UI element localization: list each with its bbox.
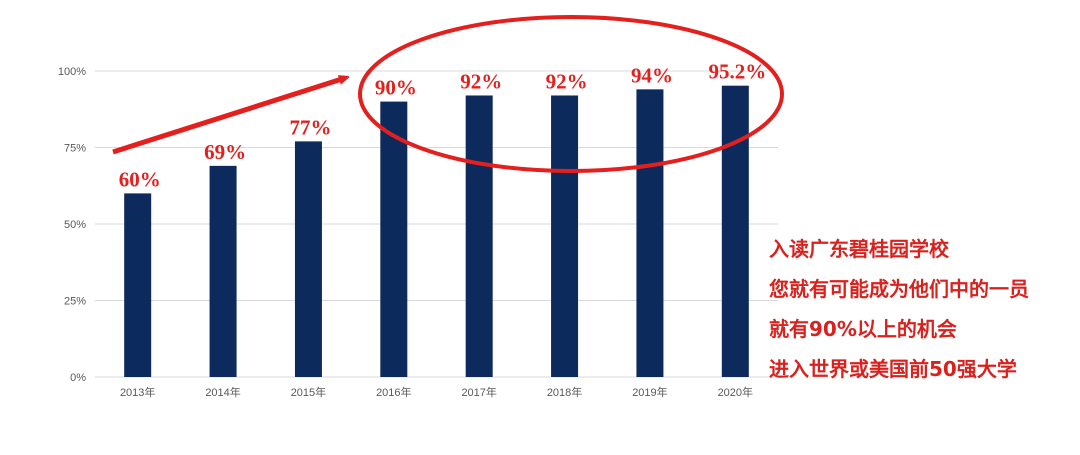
bar [124,193,152,377]
value-label: 94% [631,63,673,87]
value-label: 92% [546,69,588,93]
x-tick-label: 2019年 [632,385,667,399]
x-tick-label: 2016年 [376,385,411,399]
bar [209,165,237,377]
highlight-ellipse [358,15,784,173]
trend-arrow [112,78,345,155]
bar [551,95,579,377]
x-tick-label: 2017年 [461,385,496,399]
value-label: 92% [460,69,502,93]
bar [721,85,749,378]
value-label: 95.2% [708,60,766,84]
bar [380,101,408,377]
annotation: 就有90%以上的机会 [769,317,957,341]
annotation: 入读广东碧桂园学校 [769,237,950,261]
value-label: 77% [289,115,331,139]
bar [636,89,664,378]
x-tick-label: 2018年 [547,385,582,399]
value-label: 60% [119,167,161,191]
bar [294,141,322,377]
y-tick-label: 25% [64,296,86,308]
y-tick-label: 100% [58,66,86,78]
x-tick-label: 2014年 [205,385,240,399]
value-label: 69% [204,140,246,164]
y-tick-label: 75% [64,143,86,155]
annotation: 进入世界或美国前50强大学 [769,357,1017,381]
bar [465,95,493,377]
y-tick-label: 50% [64,219,86,231]
x-tick-label: 2015年 [291,385,326,399]
y-tick-label: 0% [70,372,86,384]
x-tick-label: 2020年 [718,385,753,399]
value-label: 90% [375,76,417,100]
x-tick-label: 2013年 [120,385,155,399]
annotation: 您就有可能成为他们中的一员 [769,277,1029,301]
